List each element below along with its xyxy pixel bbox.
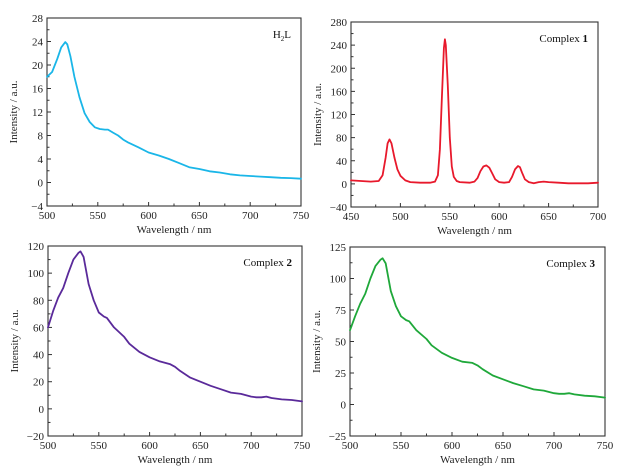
y-tick-label: 0: [39, 404, 45, 416]
annotation-text: Complex: [546, 258, 589, 270]
chart-panel-h2l: 500 550 600 650 700 750 −4 0 4 8 12 16 20 24 28 Wavelen…: [8, 13, 310, 236]
panel-annotation: Complex 1: [539, 33, 588, 45]
series-line-h2l: [46, 41, 302, 180]
y-tick-label: 0: [341, 400, 347, 412]
y-tick-label: 24: [32, 37, 44, 49]
x-tick-label: 750: [294, 440, 311, 452]
y-axis-label: Intensity / a.u.: [8, 80, 20, 143]
y-tick-label: 200: [331, 63, 348, 75]
series-line-complex1: [350, 38, 599, 185]
y-tick-label: 20: [33, 377, 45, 389]
y-tick-label: 16: [32, 84, 44, 96]
x-tick-label: 500: [40, 440, 57, 452]
x-tick-label: 750: [597, 440, 614, 452]
y-tick-label: 0: [38, 178, 44, 190]
x-tick-label: 600: [444, 440, 461, 452]
x-tick-label: 550: [90, 210, 107, 222]
y-axis-label: Intensity / a.u.: [9, 309, 21, 372]
y-tick-label: 40: [33, 350, 45, 362]
y-tick-label: 0: [342, 179, 348, 191]
y-tick-label: 120: [331, 110, 348, 122]
y-axis-label: Intensity / a.u.: [312, 83, 324, 146]
x-tick-label: 600: [491, 211, 508, 223]
panel-annotation: Complex 2: [243, 257, 292, 269]
x-tick-label: 650: [540, 211, 557, 223]
y-tick-label: −4: [31, 201, 43, 213]
y-tick-label: −25: [329, 431, 347, 443]
x-axis-label: Wavelength / nm: [137, 224, 212, 236]
y-tick-label: 80: [33, 295, 45, 307]
y-tick-label: 75: [335, 305, 347, 317]
series-line-complex3: [349, 257, 606, 399]
x-tick-label: 700: [590, 211, 607, 223]
x-axis-label: Wavelength / nm: [440, 454, 515, 466]
panel-annotation: H2L: [273, 29, 291, 43]
x-tick-label: 500: [39, 210, 56, 222]
chart-panel-complex2: 500 550 600 650 700 750 −20 0 20 40 60 80 100 120 Wave…: [9, 241, 311, 466]
y-tick-label: 40: [336, 156, 348, 168]
x-tick-label: 700: [242, 210, 259, 222]
y-tick-label: −40: [330, 202, 348, 214]
panel-annotation: Complex 3: [546, 258, 595, 270]
x-tick-label: 650: [495, 440, 512, 452]
x-tick-label: 550: [442, 211, 459, 223]
chart-panel-complex1: 450 500 550 600 650 700 −40 0 40 80 120 160 200 240 28…: [312, 17, 607, 237]
x-tick-label: 650: [191, 210, 208, 222]
series-line-complex2: [47, 250, 303, 403]
x-tick-label: 750: [293, 210, 310, 222]
x-tick-label: 550: [393, 440, 410, 452]
plot-frame: [350, 21, 599, 208]
x-axis-label: Wavelength / nm: [437, 225, 512, 237]
y-tick-label: 50: [335, 337, 347, 349]
y-tick-label: 100: [28, 268, 45, 280]
y-tick-label: 8: [38, 131, 44, 143]
y-tick-label: 240: [331, 40, 348, 52]
x-tick-label: 500: [342, 440, 359, 452]
y-tick-label: 100: [330, 274, 347, 286]
chart-panel-complex3: 500 550 600 650 700 750 −25 0 25 50 75 100 125 Wavele…: [311, 242, 614, 466]
x-tick-label: 550: [91, 440, 108, 452]
annotation-complex-number: 2: [287, 257, 293, 269]
x-tick-label: 600: [140, 210, 157, 222]
y-tick-label: 125: [330, 242, 347, 254]
y-tick-label: 80: [336, 133, 348, 145]
y-tick-label: 4: [38, 154, 44, 166]
annotation-text: Complex: [539, 33, 582, 45]
y-tick-label: 60: [33, 322, 45, 334]
y-tick-label: 120: [28, 241, 45, 253]
annotation-subscript: 2: [281, 35, 285, 43]
x-tick-label: 700: [546, 440, 563, 452]
y-tick-label: 20: [32, 60, 44, 72]
x-axis-label: Wavelength / nm: [138, 454, 213, 466]
y-tick-label: 25: [335, 368, 347, 380]
annotation-suffix: L: [284, 29, 291, 41]
annotation-text: H: [273, 29, 281, 41]
y-tick-label: 28: [32, 13, 44, 25]
y-tick-label: 160: [331, 86, 348, 98]
x-tick-label: 500: [392, 211, 409, 223]
annotation-text: Complex: [243, 257, 286, 269]
x-tick-label: 700: [243, 440, 260, 452]
y-tick-label: 12: [32, 107, 43, 119]
x-tick-label: 450: [343, 211, 360, 223]
y-axis-label: Intensity / a.u.: [311, 310, 323, 373]
x-tick-label: 600: [141, 440, 158, 452]
x-tick-label: 650: [192, 440, 209, 452]
annotation-complex-number: 1: [583, 33, 589, 45]
y-tick-label: 280: [331, 17, 348, 29]
y-tick-label: −20: [27, 431, 45, 443]
annotation-complex-number: 3: [590, 258, 596, 270]
